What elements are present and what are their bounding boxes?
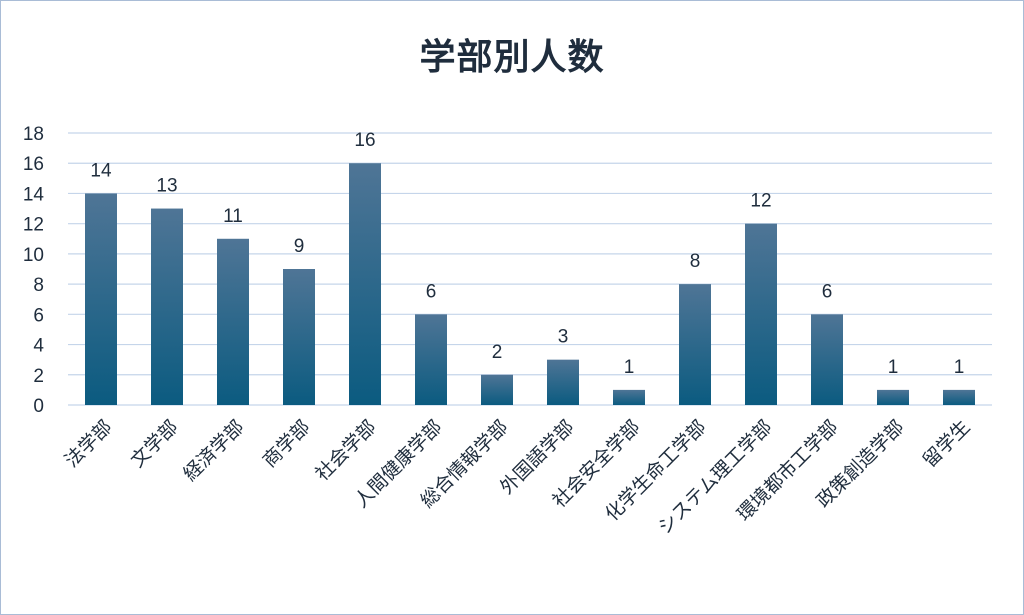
y-tick-label: 2 xyxy=(33,366,44,387)
x-category-label: 社会学部 xyxy=(311,416,380,485)
bar xyxy=(877,389,909,405)
data-label: 1 xyxy=(954,357,965,378)
bar xyxy=(811,314,843,405)
bar xyxy=(349,163,381,405)
data-label: 6 xyxy=(426,281,437,302)
bar xyxy=(679,284,711,405)
x-category-label: システム理工学部 xyxy=(654,416,777,539)
y-tick-label: 4 xyxy=(33,336,44,357)
bar xyxy=(745,223,777,405)
data-label: 11 xyxy=(223,206,243,227)
x-category-label: 経済学部 xyxy=(179,416,248,485)
bar xyxy=(481,374,513,405)
y-tick-label: 14 xyxy=(23,184,45,205)
data-label: 2 xyxy=(492,342,503,363)
y-tick-label: 8 xyxy=(33,275,44,296)
y-tick-label: 6 xyxy=(33,305,44,326)
bar xyxy=(283,269,315,405)
data-label: 9 xyxy=(294,236,305,257)
y-tick-label: 10 xyxy=(23,245,44,266)
data-label: 3 xyxy=(558,327,569,348)
data-label: 8 xyxy=(690,251,701,272)
y-axis-ticks: 0 2 4 6 8 10 12 14 16 18 xyxy=(23,124,45,417)
data-label: 16 xyxy=(354,130,375,151)
y-tick-label: 16 xyxy=(23,154,44,175)
bar xyxy=(151,208,183,405)
bar xyxy=(547,359,579,405)
x-category-label: 文学部 xyxy=(127,416,183,472)
data-label: 6 xyxy=(822,281,833,302)
y-tick-label: 18 xyxy=(23,124,44,145)
bar xyxy=(85,193,117,405)
y-tick-label: 12 xyxy=(23,215,44,236)
chart-title: 学部別人数 xyxy=(419,37,605,78)
bar xyxy=(217,238,249,405)
data-label: 12 xyxy=(750,191,771,212)
data-label: 1 xyxy=(888,357,899,378)
x-category-label: 留学生 xyxy=(919,416,975,472)
y-tick-label: 0 xyxy=(33,396,44,417)
data-label: 13 xyxy=(156,176,177,197)
data-label: 1 xyxy=(624,357,635,378)
bars xyxy=(85,163,975,405)
bar xyxy=(415,314,447,405)
bar xyxy=(613,389,645,405)
x-category-label: 法学部 xyxy=(61,416,117,472)
x-category-label: 商学部 xyxy=(259,416,315,472)
data-label: 14 xyxy=(90,160,112,181)
gridlines xyxy=(68,132,992,406)
bar xyxy=(943,389,975,405)
